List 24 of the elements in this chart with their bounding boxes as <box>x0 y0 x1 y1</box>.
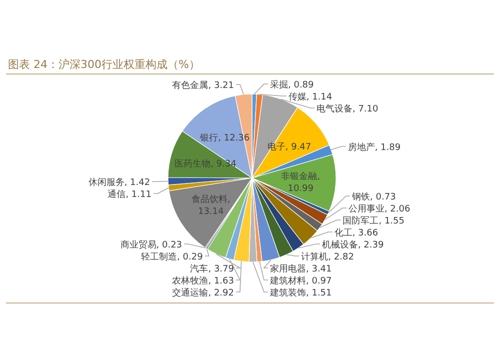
slice-label: 农林牧渔, 1.63 <box>172 276 234 286</box>
slice-label: 化工, 3.66 <box>334 228 378 238</box>
chart-title: 图表 24：沪深300行业权重构成（%） <box>8 58 200 71</box>
slice-label: 商业贸易, 0.23 <box>120 240 182 250</box>
slice-label: 建筑装饰, 1.51 <box>269 288 332 298</box>
slice-label: 通信, 1.11 <box>108 189 152 200</box>
slice-label: 采掘, 0.89 <box>270 80 314 91</box>
slice-label: 轻工制造, 0.29 <box>141 252 204 262</box>
slice-label: 国防军工, 1.55 <box>342 216 405 226</box>
slice-label: 建筑材料, 0.97 <box>269 276 332 286</box>
slice-label: 有色金属, 3.21 <box>172 80 234 91</box>
slice-label: 钢铁, 0.73 <box>351 192 396 202</box>
slice-label: 计算机, 2.82 <box>301 252 354 262</box>
slice-label: 公用事业, 2.06 <box>348 204 410 214</box>
slice-label: 电气设备, 7.10 <box>316 104 379 115</box>
slice-label: 传媒, 1.14 <box>288 92 332 103</box>
slice-label: 食品饮料, 13.14 <box>191 194 230 218</box>
slice-label: 家用电器, 3.41 <box>270 264 332 274</box>
slice-label: 休闲服务, 1.42 <box>88 177 150 188</box>
slice-label: 房地产, 1.89 <box>348 142 401 153</box>
slice-label: 交通运输, 2.92 <box>172 288 234 298</box>
slice-label: 汽车, 3.79 <box>190 264 234 274</box>
slice-label: 非银金融, 10.99 <box>281 170 320 194</box>
slice-label: 机械设备, 2.39 <box>322 240 384 250</box>
